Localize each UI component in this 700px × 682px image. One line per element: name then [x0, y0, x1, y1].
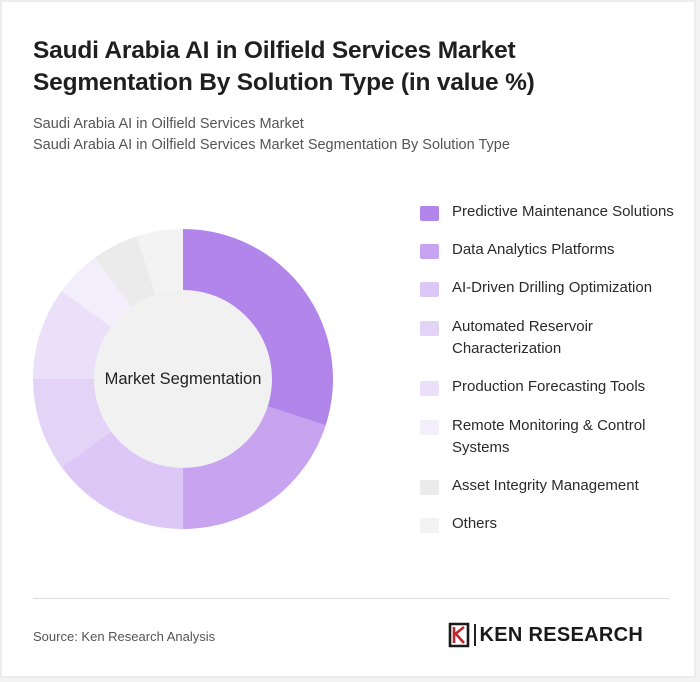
source-note: Source: Ken Research Analysis	[33, 629, 216, 644]
legend-label: Others	[452, 515, 498, 532]
legend-label: Data Analytics Platforms	[452, 241, 615, 258]
legend-swatch	[420, 206, 439, 221]
legend-swatch	[420, 282, 439, 297]
subtitle-line: Saudi Arabia AI in Oilfield Services Mar…	[33, 116, 304, 132]
legend-label: Production Forecasting Tools	[452, 378, 646, 395]
brand-name: KEN RESEARCH	[479, 623, 644, 646]
subtitle-line: Saudi Arabia AI in Oilfield Services Mar…	[33, 137, 510, 153]
legend-label: Predictive Maintenance Solutions	[452, 203, 674, 220]
chart-subtitle: Saudi Arabia AI in Oilfield Services Mar…	[33, 114, 673, 156]
legend-item: Data Analytics Platforms	[419, 239, 681, 261]
donut-hole	[94, 290, 272, 468]
legend-label: AI-Driven Drilling Optimization	[452, 279, 653, 296]
chart-legend: Predictive Maintenance Solutions Data Ana…	[419, 201, 681, 535]
legend-item: AI-Driven Drilling Optimization	[419, 277, 681, 299]
chart-title: Saudi Arabia AI in Oilfield Services Mar…	[33, 37, 535, 96]
legend-item: Automated Reservoir Characterization	[419, 316, 681, 360]
legend-item: Others	[419, 513, 681, 535]
legend-swatch	[420, 480, 439, 495]
legend-item: Remote Monitoring & Control Systems	[419, 415, 681, 459]
legend-item: Asset Integrity Management	[419, 475, 681, 497]
legend-swatch	[420, 518, 439, 533]
legend-swatch	[420, 321, 439, 336]
legend-item: Production Forecasting Tools	[419, 376, 681, 398]
legend-label: Automated Reservoir Characterization	[452, 318, 593, 357]
legend-swatch	[420, 381, 439, 396]
center-label: Market Segmentation	[105, 370, 262, 388]
legend-label: Asset Integrity Management	[452, 477, 639, 494]
legend-swatch	[420, 244, 439, 259]
legend-swatch	[420, 420, 439, 435]
ken-research-logo-icon	[448, 622, 470, 648]
donut-chart: Market Segmentation	[33, 229, 333, 529]
brand-logo: KEN RESEARCH	[448, 622, 643, 648]
brand-separator	[474, 624, 476, 646]
footer-divider	[33, 598, 669, 599]
legend-label: Remote Monitoring & Control Systems	[452, 417, 646, 456]
legend-item: Predictive Maintenance Solutions	[419, 201, 681, 223]
